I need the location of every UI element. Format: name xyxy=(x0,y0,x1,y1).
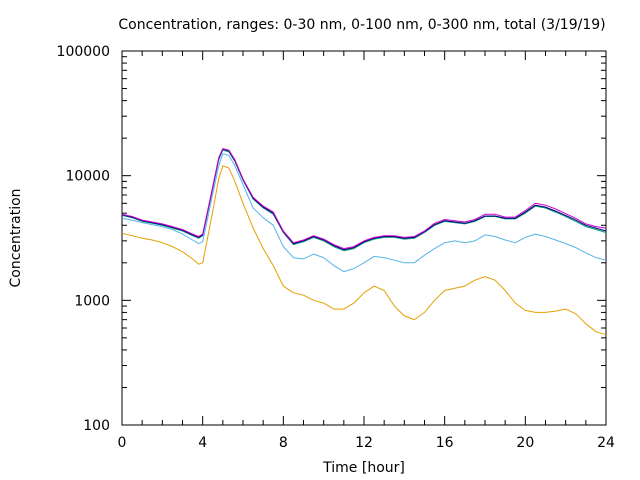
x-tick-label: 24 xyxy=(597,435,615,451)
x-tick-label: 8 xyxy=(279,435,288,451)
x-tick-label: 16 xyxy=(436,435,454,451)
x-tick-label: 0 xyxy=(118,435,127,451)
plot-frame xyxy=(121,50,607,426)
y-tick-label: 1000 xyxy=(74,293,110,309)
series-layer xyxy=(121,148,607,336)
x-tick-label: 12 xyxy=(355,435,373,451)
y-tick-label: 100 xyxy=(83,418,110,434)
series-line-5 xyxy=(121,148,607,250)
y-tick-label: 100000 xyxy=(57,44,110,60)
series-line-2 xyxy=(121,153,607,273)
series-line-3 xyxy=(121,149,607,252)
x-tick-label: 20 xyxy=(516,435,534,451)
y-axis-label: Concentration xyxy=(8,188,24,287)
chart-title: Concentration, ranges: 0-30 nm, 0-100 nm… xyxy=(118,17,605,33)
x-axis: 0 4 8 12 16 20 24 xyxy=(118,51,615,451)
x-axis-label: Time [hour] xyxy=(322,460,405,476)
y-tick-label: 10000 xyxy=(65,169,110,185)
y-axis: 100 1000 10000 100000 xyxy=(57,44,606,434)
x-tick-label: 4 xyxy=(198,435,207,451)
series-line-4 xyxy=(121,148,607,251)
series-line-1 xyxy=(121,165,607,336)
